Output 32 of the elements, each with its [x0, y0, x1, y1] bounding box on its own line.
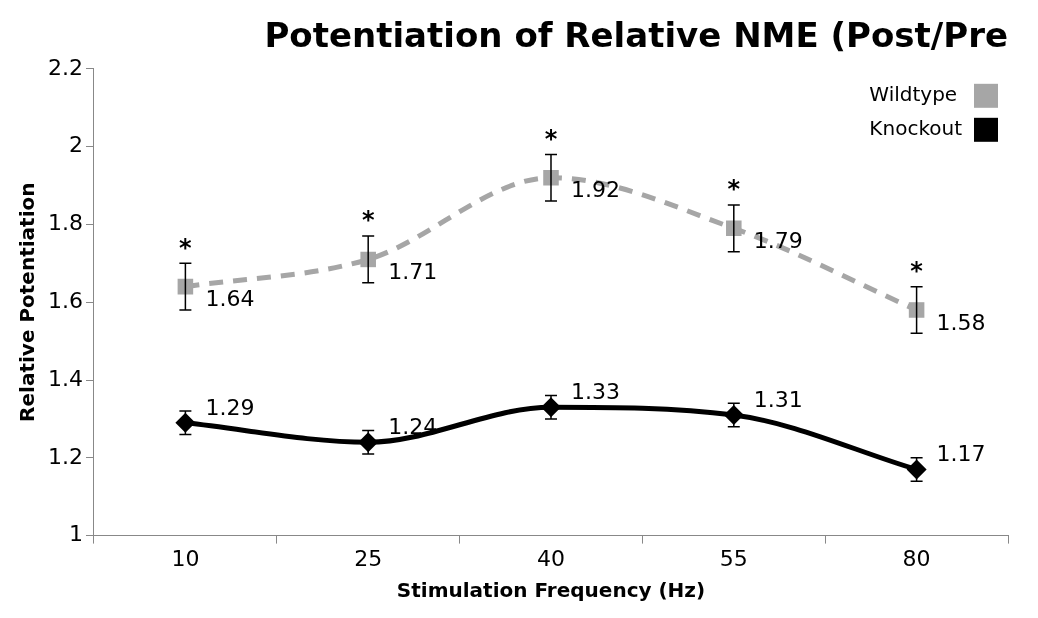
data-label: 1.58	[936, 309, 986, 335]
annotation: *	[544, 124, 558, 153]
x-tick-label: 10	[171, 545, 200, 571]
y-tick-label: 1	[68, 521, 83, 547]
x-tick-label: 40	[536, 545, 565, 571]
legend-label: Knockout	[869, 116, 963, 140]
point	[908, 302, 925, 318]
y-tick-label: 2.2	[47, 54, 83, 80]
y-tick-label: 1.4	[47, 365, 83, 391]
x-tick-label: 80	[902, 545, 931, 571]
y-tick-label: 1.2	[47, 443, 83, 469]
data-label: 1.64	[205, 286, 255, 312]
data-label: 1.17	[936, 441, 986, 467]
legend-label: Wildtype	[869, 82, 958, 106]
data-label: 1.31	[753, 386, 803, 412]
y-tick-label: 1.6	[47, 287, 83, 313]
data-label: 1.33	[570, 378, 620, 404]
data-label: 1.71	[388, 259, 438, 285]
y-tick-label: 2	[68, 132, 83, 158]
annotation: *	[361, 206, 375, 235]
data-label: 1.92	[570, 177, 620, 203]
y-axis-title: Relative Potentiation	[15, 182, 40, 422]
annotation: *	[179, 233, 193, 262]
y-tick-label: 1.8	[47, 210, 83, 236]
x-tick-label: 55	[719, 545, 748, 571]
x-tick-label: 25	[354, 545, 383, 571]
chart-title: Potentiation of Relative NME (Post/Pre	[264, 15, 1008, 56]
data-label: 1.29	[205, 394, 255, 420]
annotation: *	[727, 175, 741, 204]
data-label: 1.79	[753, 228, 803, 254]
annotation: *	[910, 256, 924, 285]
x-axis-title: Stimulation Frequency (Hz)	[396, 578, 706, 603]
